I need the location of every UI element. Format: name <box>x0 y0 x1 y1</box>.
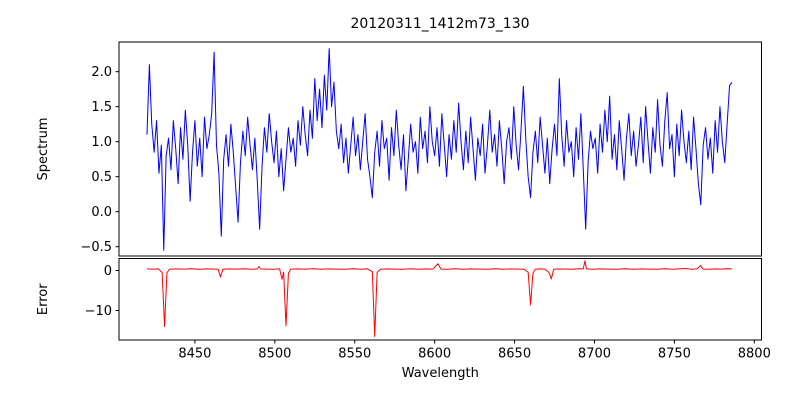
spectrum-ylabel: Spectrum <box>36 118 51 181</box>
spectrum-axes: 2.0 1.5 1.0 0.5 0.0 −0.5 Spectrum <box>36 41 762 257</box>
error-ylabel: Error <box>36 283 51 315</box>
y-tick-label: 2.0 <box>91 65 112 80</box>
y-tick-label: 0.5 <box>91 170 112 185</box>
x-tick-label: 8750 <box>658 347 691 362</box>
y-tick-label: −0.5 <box>80 240 112 255</box>
error-xlabel: Wavelength <box>402 366 479 381</box>
error-axes: 0 −10 8450 8500 8550 8600 8650 8700 8750 8800 Erro… <box>36 258 771 381</box>
x-tick-label: 8450 <box>178 347 211 362</box>
spectrum-spines <box>118 41 762 257</box>
y-tick-label: 0 <box>104 264 112 279</box>
spectrum-line <box>146 48 733 251</box>
x-tick-label: 8650 <box>498 347 531 362</box>
y-tick-label: −10 <box>85 304 112 319</box>
x-tick-label: 8800 <box>738 347 771 362</box>
y-tick-label: 1.5 <box>91 100 112 115</box>
y-tick-label: 1.0 <box>91 135 112 150</box>
x-tick-label: 8600 <box>418 347 451 362</box>
y-tick-label: 0.0 <box>91 205 112 220</box>
x-tick-label: 8700 <box>578 347 611 362</box>
chart-title: 20120311_1412m73_130 <box>350 16 529 32</box>
error-line <box>146 260 732 337</box>
x-tick-label: 8550 <box>338 347 371 362</box>
x-tick-label: 8500 <box>258 347 291 362</box>
error-spines <box>118 258 762 341</box>
